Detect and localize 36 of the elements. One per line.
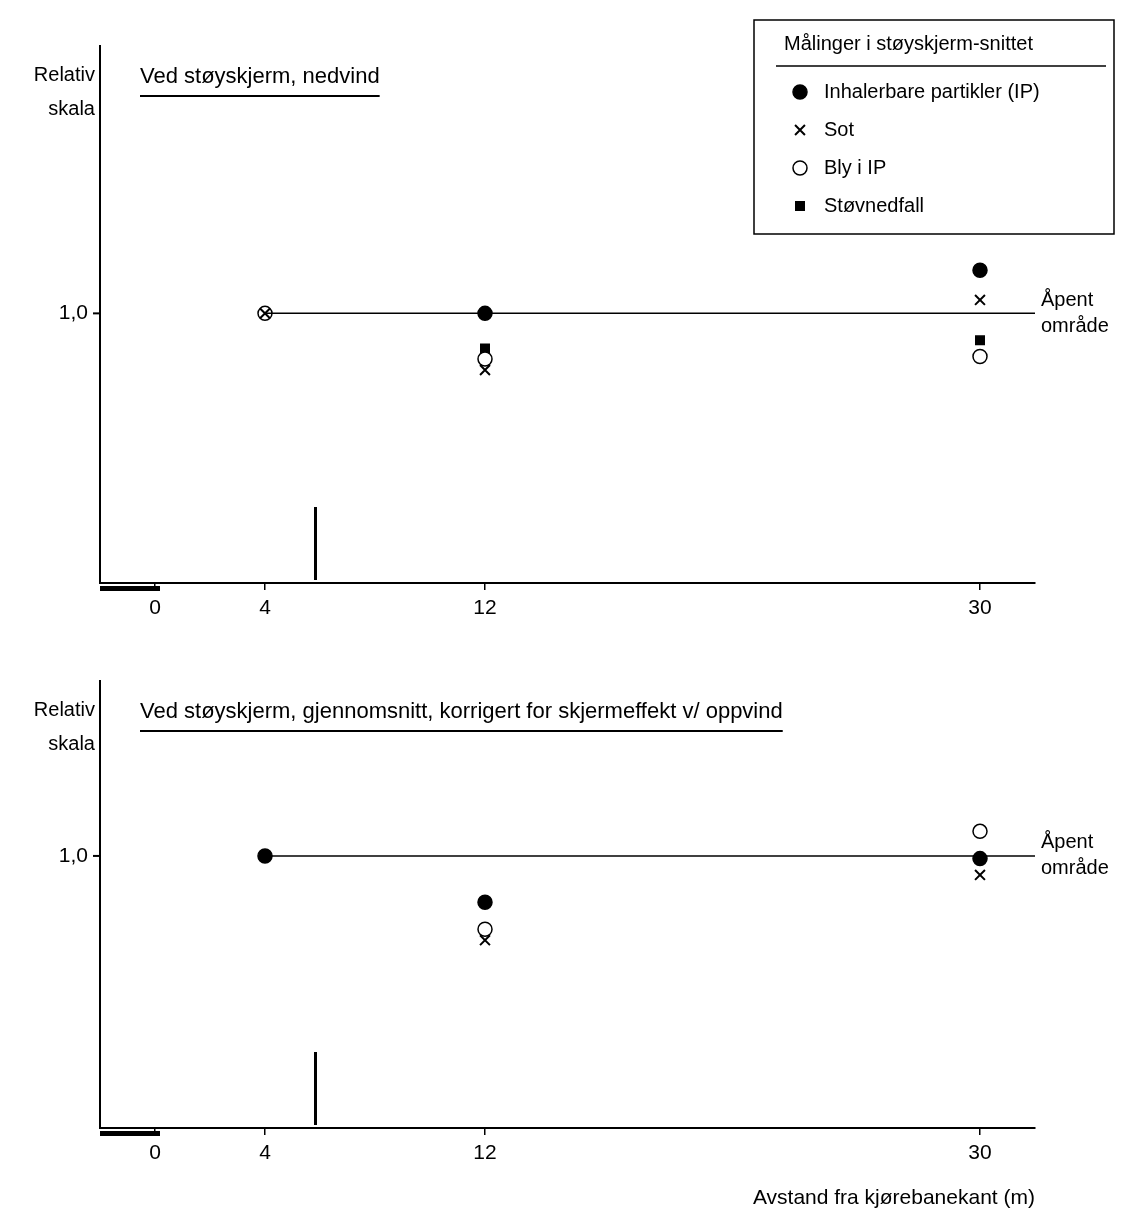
x-tick-label: 0 [149,595,161,619]
y-axis-title: Relativ skala [33,698,96,754]
x-tick-label: 30 [968,595,992,619]
point [479,934,491,947]
point [972,262,988,278]
point [975,335,985,346]
legend-label: Bly i IP [824,155,887,178]
x-tick-label: 4 [259,595,272,619]
point [477,305,493,322]
x-tick-label: 0 [149,1140,161,1164]
point [477,351,493,367]
text: 1,0 [58,300,88,324]
point [477,921,493,937]
chart-title: Ved støyskjerm, nedvind [140,63,380,88]
legend-label: Støvnedfall [824,193,925,216]
ref-line-label: Åpent område [1041,287,1109,336]
point [974,868,986,881]
point [480,343,490,354]
point [477,894,493,910]
point [972,348,988,365]
legend-title: Målinger i støyskjerm-snittet [784,31,1034,54]
point [479,364,491,376]
x-tick-label: 12 [473,595,497,619]
point [257,848,273,864]
y-axis-title: Relativ skala [33,63,96,119]
ref-line-label: Åpent område [1041,830,1109,879]
chart-title: Ved støyskjerm, gjennomsnitt, korrigert for skjermeffekt v/ oppvind [140,698,783,723]
legend-label: Sot [824,117,855,140]
x-tick-label: 4 [259,1140,272,1164]
legend-label: Inhalerbare partikler (IP) [824,79,1040,102]
x-tick-label: 30 [968,1140,992,1164]
text: 1,0 [58,842,88,866]
point [972,823,988,840]
x-axis-title: Avstand fra kjørebanekant (m) [752,1185,1035,1209]
x-tick-label: 12 [473,1140,497,1164]
point [974,293,986,306]
